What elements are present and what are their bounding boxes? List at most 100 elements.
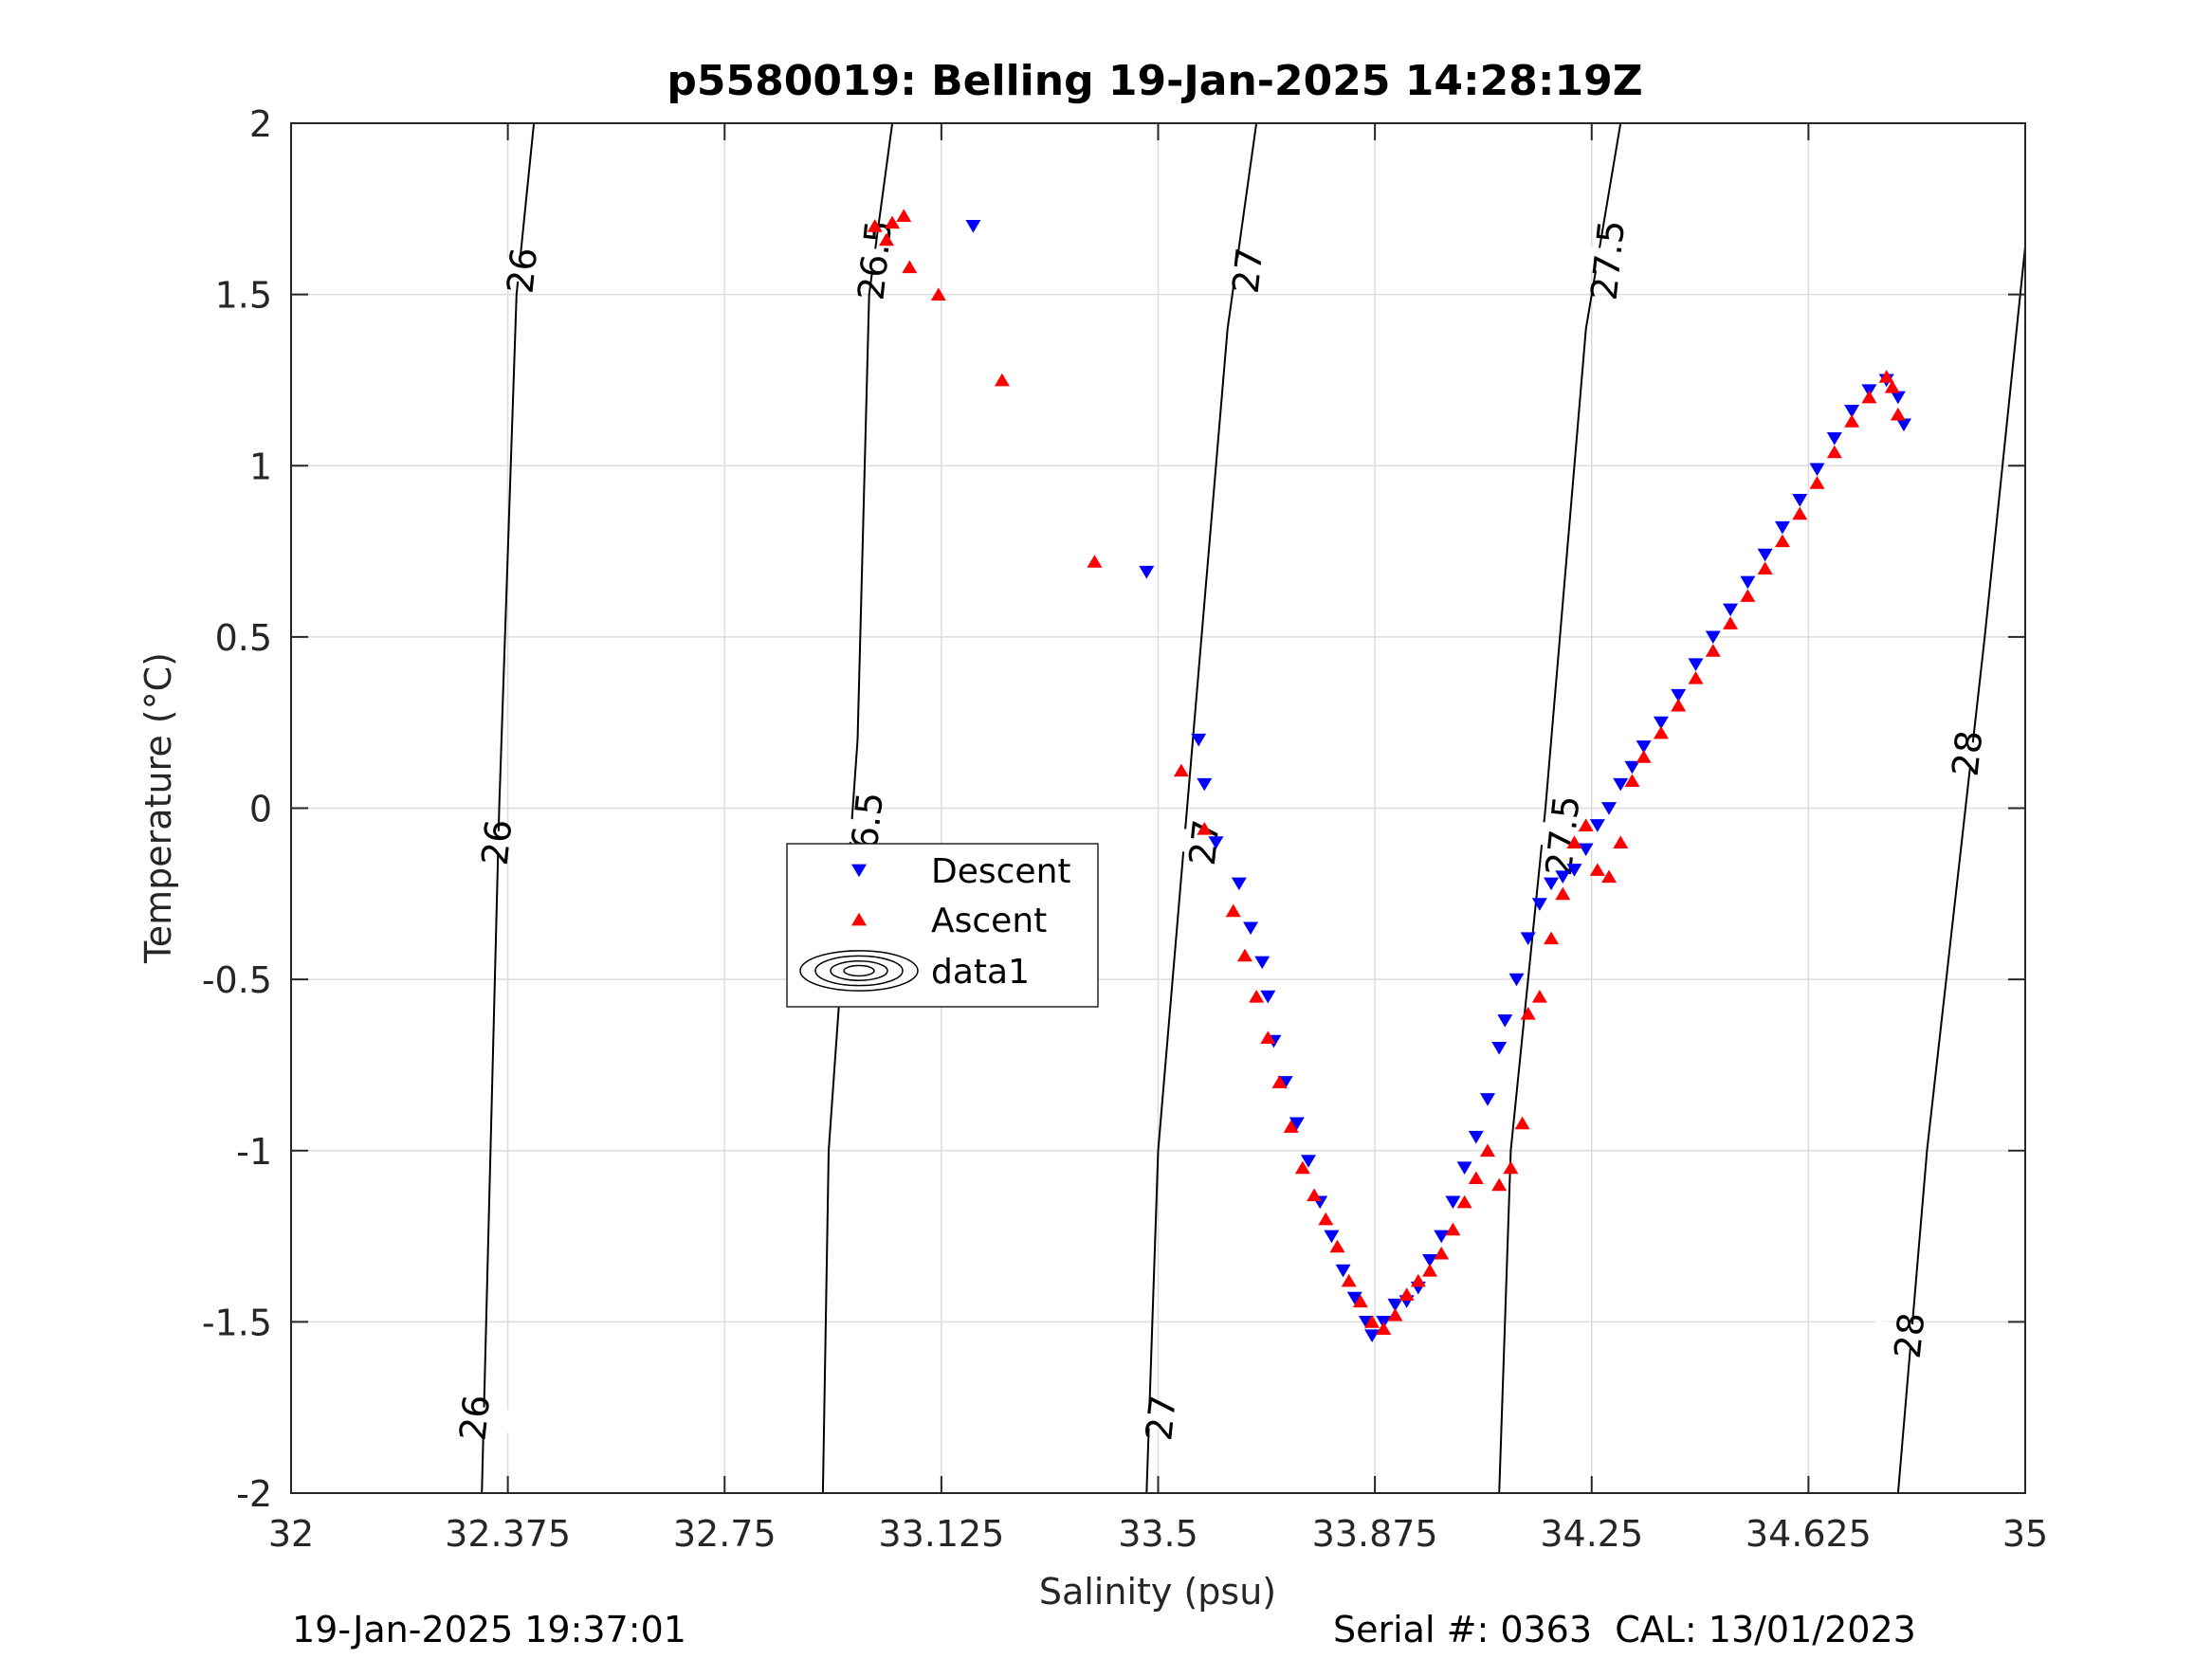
x-tick-label: 35 <box>2002 1513 2048 1555</box>
ascent-point <box>1589 863 1605 876</box>
descent-point <box>1468 1130 1484 1144</box>
ascent-point <box>896 209 912 222</box>
ascent-point <box>1613 835 1629 849</box>
ascent-point <box>1688 671 1704 684</box>
descent-point <box>1508 973 1525 987</box>
descent-point <box>1653 716 1669 730</box>
descent-point <box>1792 493 1808 507</box>
descent-point <box>1208 836 1224 849</box>
x-tick-label: 34.625 <box>1746 1513 1872 1555</box>
ascent-point <box>1705 644 1721 657</box>
x-axis-label: Salinity (psu) <box>1039 1571 1276 1613</box>
contour-label-bg <box>837 245 912 276</box>
ascent-point <box>1826 445 1842 459</box>
legend-label: Ascent <box>931 902 1047 940</box>
x-tick-label: 32 <box>268 1513 314 1555</box>
ascent-point <box>1422 1263 1438 1277</box>
ascent-point <box>1671 698 1687 712</box>
descent-point <box>1434 1230 1450 1244</box>
ascent-point <box>1456 1194 1472 1209</box>
descent-point <box>1139 565 1155 579</box>
descent-point <box>1456 1161 1472 1176</box>
descent-point <box>1757 548 1773 562</box>
ascent-point <box>885 215 901 229</box>
ascent-point <box>1249 989 1265 1003</box>
ascent-point <box>1387 1307 1403 1322</box>
contour-label: 28 <box>1945 728 1991 778</box>
ascent-point <box>1774 534 1790 548</box>
ascent-point <box>1792 506 1808 520</box>
descent-point <box>1601 802 1618 815</box>
descent-point <box>1445 1195 1461 1210</box>
y-tick-label: -1.5 <box>202 1302 272 1343</box>
descent-point <box>1578 843 1594 857</box>
contour-label-bg <box>829 816 904 848</box>
y-tick-label: 1.5 <box>215 275 272 317</box>
contour-label-bg <box>1167 827 1242 858</box>
contour-label: 27 <box>1225 246 1271 296</box>
descent-point <box>1364 1329 1380 1343</box>
ascent-point <box>1197 821 1213 835</box>
contour-label: 27.5 <box>1538 793 1588 878</box>
ascent-point <box>1884 379 1900 393</box>
ascent-point <box>1294 1160 1310 1175</box>
legend: Descent Ascent data1 <box>786 843 1099 1008</box>
contour-label: 28 <box>1887 1310 1933 1360</box>
ascent-point <box>1555 886 1571 901</box>
ascent-point <box>1624 774 1640 787</box>
density-contour-line <box>481 122 536 1494</box>
descent-point <box>1589 819 1605 832</box>
grid <box>290 122 2026 1494</box>
descent-point <box>1723 603 1739 617</box>
descent-point <box>1613 777 1629 792</box>
ascent-point <box>1636 750 1652 763</box>
descent-point <box>1705 630 1721 645</box>
density-contour-line <box>821 122 894 1494</box>
descent-point <box>1774 520 1790 535</box>
ascent-point <box>1861 390 1877 404</box>
descent-point <box>1197 777 1213 792</box>
ascent-point <box>930 287 946 301</box>
descent-point <box>1740 575 1756 590</box>
descent-point <box>1671 688 1687 702</box>
descent-point <box>1555 870 1571 884</box>
ascent-point <box>1844 414 1860 428</box>
ascent-point <box>902 260 918 274</box>
contour-label-bg <box>1124 1402 1198 1433</box>
descent-point <box>1826 431 1842 446</box>
contour-label: 26.5 <box>850 218 900 302</box>
ascent-point <box>1544 931 1560 945</box>
x-tick-label: 32.75 <box>673 1513 777 1555</box>
descent-point <box>1335 1264 1351 1278</box>
descent-point <box>1191 733 1207 747</box>
ascent-point <box>1434 1246 1450 1260</box>
ascent-point <box>1307 1188 1323 1202</box>
ascent-point <box>1283 1120 1299 1133</box>
y-tick-label: -0.5 <box>202 959 272 1001</box>
ascent-point <box>1341 1273 1357 1287</box>
density-contour-line <box>1896 246 2026 1494</box>
descent-point <box>1480 1093 1496 1106</box>
contour-label: 26 <box>499 246 545 296</box>
contour-label-bg <box>1929 738 2005 769</box>
descent-point <box>1497 1014 1513 1028</box>
descent-point <box>1688 658 1704 671</box>
descent-point <box>1324 1230 1340 1244</box>
contour-label-bg <box>1210 255 1286 286</box>
footer-timestamp: 19-Jan-2025 19:37:01 <box>292 1609 686 1650</box>
contour-label: 27 <box>1138 1393 1184 1443</box>
ascent-point <box>1173 763 1189 777</box>
y-tick-label: -1 <box>236 1131 272 1173</box>
ascent-point <box>1225 903 1241 918</box>
x-tick-label: 34.25 <box>1540 1513 1643 1555</box>
y-tick-label: 2 <box>249 103 272 145</box>
ascent-point <box>1723 616 1739 629</box>
ascent-point <box>1087 555 1103 568</box>
descent-point <box>1636 740 1652 754</box>
descent-point <box>1491 1041 1508 1055</box>
descent-point <box>1289 1117 1305 1131</box>
ascent-point <box>1566 835 1582 849</box>
descent-point <box>1890 391 1906 405</box>
descent-point <box>965 219 981 233</box>
